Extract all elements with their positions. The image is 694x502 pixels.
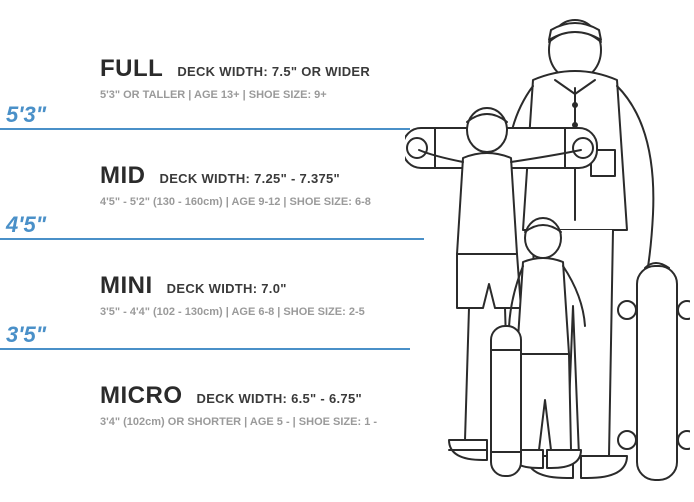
deck-mid: DECK WIDTH: 7.25" - 7.375" xyxy=(160,171,341,186)
height-line-5-3 xyxy=(0,128,410,130)
section-mid: MID DECK WIDTH: 7.25" - 7.375" 4'5" - 5'… xyxy=(100,162,420,208)
height-label-4-5: 4'5" xyxy=(6,212,46,238)
deck-full: DECK WIDTH: 7.5" OR WIDER xyxy=(177,64,370,79)
height-line-3-5 xyxy=(0,348,410,350)
meta-full: 5'3" OR TALLER | AGE 13+ | SHOE SIZE: 9+ xyxy=(100,89,420,101)
meta-mid: 4'5" - 5'2" (130 - 160cm) | AGE 9-12 | S… xyxy=(100,196,420,208)
meta-micro: 3'4" (102cm) OR SHORTER | AGE 5 - | SHOE… xyxy=(100,416,420,428)
people-skateboards-illustration xyxy=(405,10,690,500)
title-micro: MICRO xyxy=(100,382,183,410)
sizing-infographic: { "colors": { "accent": "#4a90c8", "titl… xyxy=(0,0,694,502)
title-mini: MINI xyxy=(100,272,153,300)
section-full: FULL DECK WIDTH: 7.5" OR WIDER 5'3" OR T… xyxy=(100,55,420,101)
skateboard-right-icon xyxy=(618,263,690,480)
section-mini: MINI DECK WIDTH: 7.0" 3'5" - 4'4" (102 -… xyxy=(100,272,420,318)
deck-micro: DECK WIDTH: 6.5" - 6.75" xyxy=(197,391,362,406)
title-full: FULL xyxy=(100,55,163,83)
height-label-5-3: 5'3" xyxy=(6,102,46,128)
height-line-4-5 xyxy=(0,238,424,240)
deck-mini: DECK WIDTH: 7.0" xyxy=(167,281,287,296)
title-mid: MID xyxy=(100,162,146,190)
meta-mini: 3'5" - 4'4" (102 - 130cm) | AGE 6-8 | SH… xyxy=(100,306,420,318)
section-micro: MICRO DECK WIDTH: 6.5" - 6.75" 3'4" (102… xyxy=(100,382,420,428)
height-label-3-5: 3'5" xyxy=(6,322,46,348)
